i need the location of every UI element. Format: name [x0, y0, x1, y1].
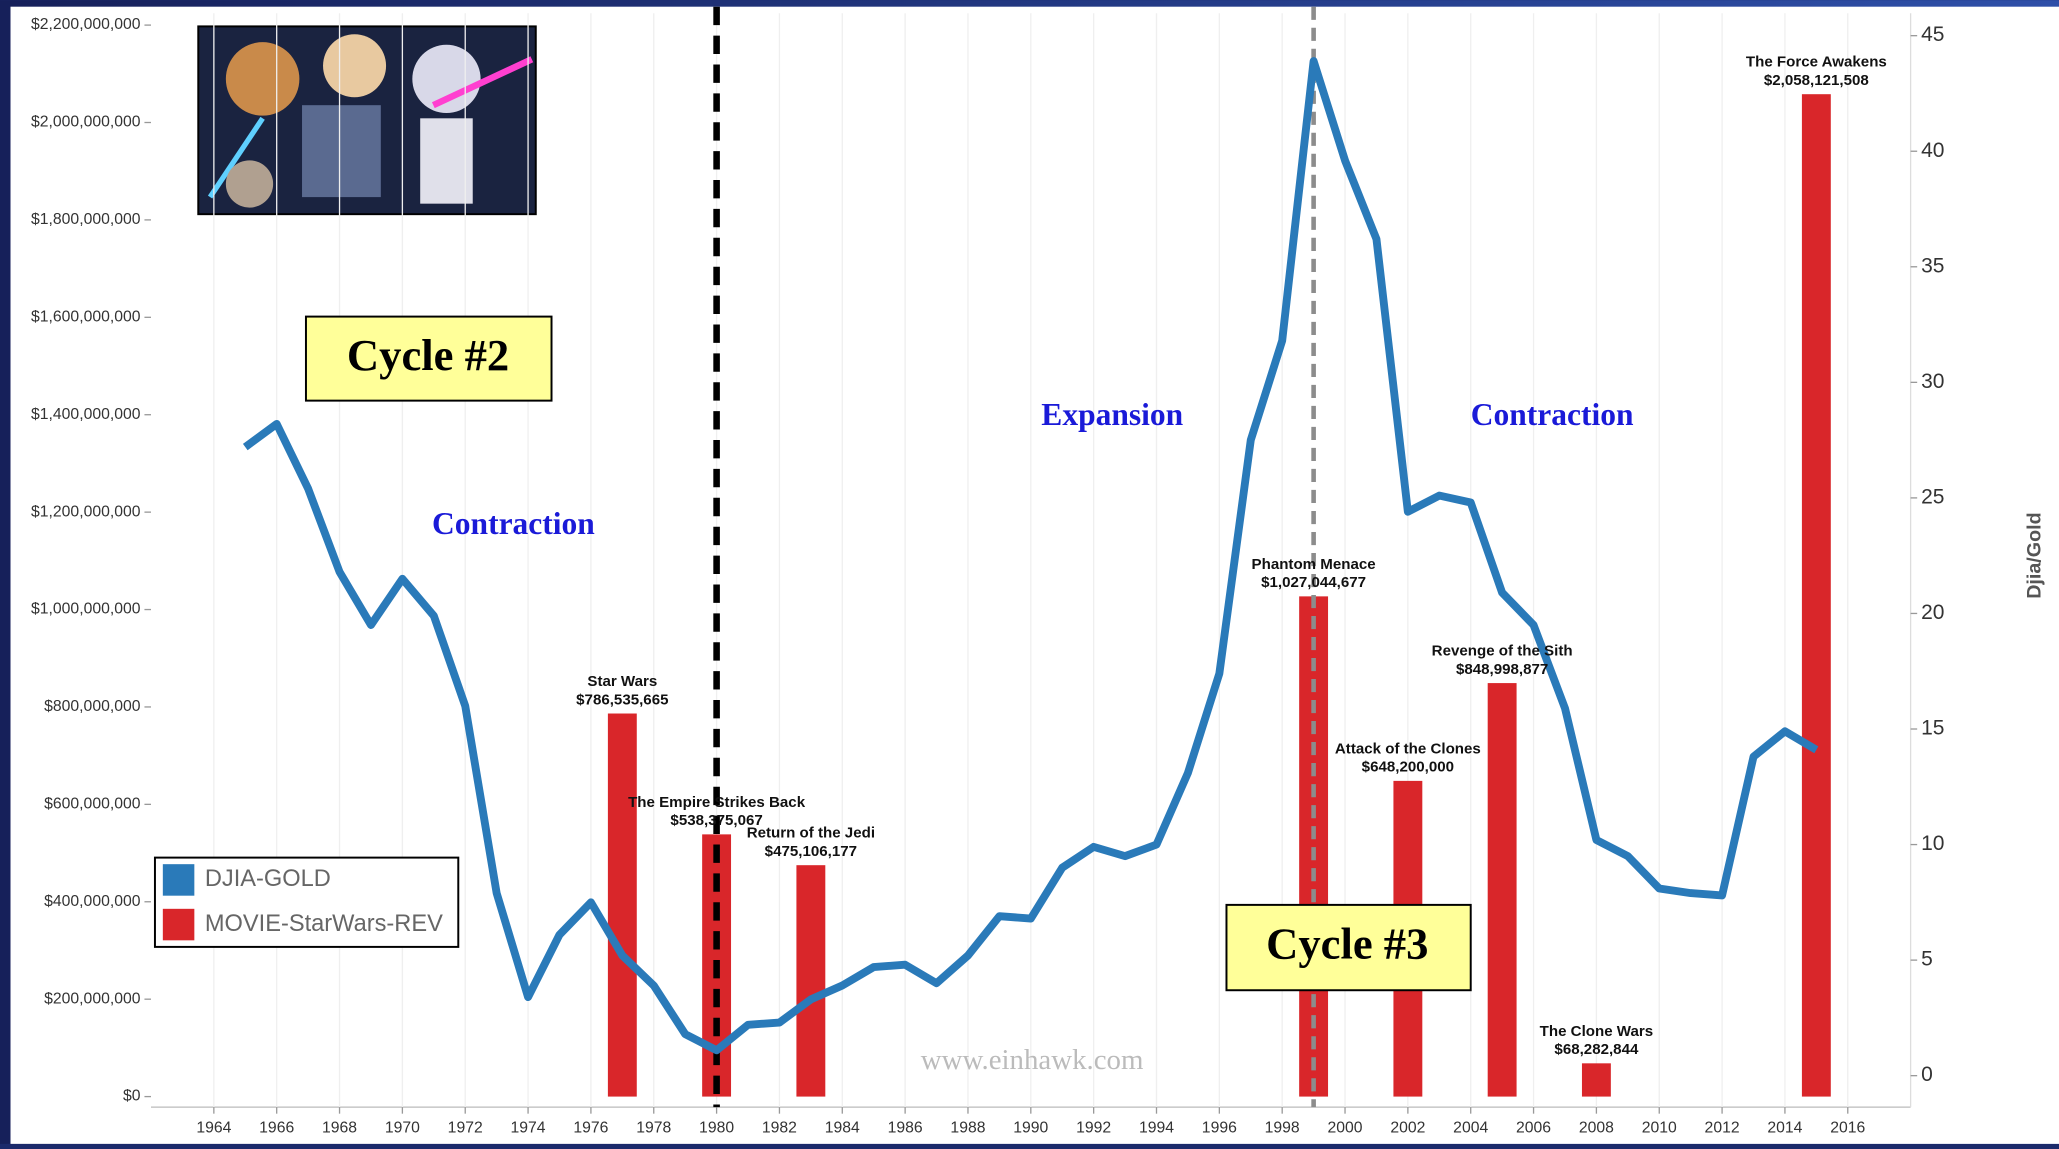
legend-swatch — [162, 908, 195, 941]
x-tick-label: 1974 — [511, 1119, 546, 1136]
bar — [607, 713, 637, 1097]
bar-value-label: $538,375,067 — [670, 812, 762, 829]
x-tick-label: 1978 — [636, 1119, 671, 1136]
x-tick-label: 2006 — [1516, 1119, 1551, 1136]
x-tick-label: 1972 — [448, 1119, 483, 1136]
cycle-label: Cycle #3 — [1266, 918, 1428, 968]
bar-name-label: The Force Awakens — [1746, 54, 1887, 71]
y-tick-label: $200,000,000 — [44, 990, 141, 1007]
legend-label: MOVIE-StarWars-REV — [205, 911, 443, 937]
x-tick-label: 2012 — [1705, 1119, 1740, 1136]
bar-name-label: Revenge of the Sith — [1432, 643, 1573, 660]
x-tick-label: 1992 — [1076, 1119, 1111, 1136]
x-tick-label: 1976 — [573, 1119, 608, 1136]
bar-name-label: Phantom Menace — [1252, 556, 1376, 573]
watermark: www.einhawk.com — [921, 1044, 1144, 1076]
x-tick-label: 1968 — [322, 1119, 357, 1136]
phase-label: Contraction — [432, 506, 595, 541]
y2-tick-label: 0 — [1921, 1063, 1933, 1086]
y2-tick-label: 45 — [1921, 23, 1944, 46]
bar-name-label: Attack of the Clones — [1335, 740, 1481, 757]
y-tick-label: $400,000,000 — [44, 893, 141, 910]
bar — [1801, 94, 1831, 1097]
x-tick-label: 2000 — [1328, 1119, 1363, 1136]
cycle-label: Cycle #2 — [347, 330, 509, 380]
x-tick-label: 1994 — [1139, 1119, 1174, 1136]
y2-tick-label: 15 — [1921, 717, 1944, 740]
bar-name-label: The Clone Wars — [1540, 1023, 1654, 1040]
y2-tick-label: 20 — [1921, 601, 1944, 624]
bar-name-label: Star Wars — [587, 673, 657, 690]
y2-tick-label: 40 — [1921, 139, 1944, 162]
bar-value-label: $848,998,877 — [1456, 661, 1548, 678]
phase-label: Expansion — [1041, 397, 1183, 432]
x-tick-label: 2008 — [1579, 1119, 1614, 1136]
y-tick-label: $600,000,000 — [44, 796, 141, 813]
x-tick-label: 1964 — [196, 1119, 231, 1136]
y-tick-label: $1,800,000,000 — [31, 211, 141, 228]
y2-tick-label: 25 — [1921, 485, 1944, 508]
x-tick-label: 1988 — [950, 1119, 985, 1136]
x-tick-label: 1984 — [825, 1119, 860, 1136]
bar-name-label: Return of the Jedi — [747, 825, 875, 842]
legend-swatch — [162, 864, 195, 896]
y-tick-label: $1,600,000,000 — [31, 308, 141, 325]
bar-name-label: The Empire Strikes Back — [628, 794, 806, 811]
bar — [1581, 1063, 1611, 1097]
annotation-box — [1225, 903, 1472, 992]
x-tick-label: 1990 — [1013, 1119, 1048, 1136]
y-tick-label: $2,000,000,000 — [31, 114, 141, 131]
bar-value-label: $1,027,044,677 — [1261, 574, 1366, 591]
x-tick-label: 1996 — [1202, 1119, 1237, 1136]
legend-label: DJIA-GOLD — [205, 866, 331, 892]
y-tick-label: $1,000,000,000 — [31, 601, 141, 618]
y-tick-label: $1,400,000,000 — [31, 406, 141, 423]
x-tick-label: 2014 — [1767, 1119, 1802, 1136]
x-tick-label: 1980 — [699, 1119, 734, 1136]
y-tick-label: $0 — [123, 1088, 141, 1105]
x-tick-label: 1986 — [888, 1119, 923, 1136]
x-tick-label: 2002 — [1390, 1119, 1425, 1136]
bar — [796, 865, 826, 1097]
y2-tick-label: 30 — [1921, 370, 1944, 393]
y-tick-label: $2,200,000,000 — [31, 16, 141, 33]
x-tick-label: 2010 — [1642, 1119, 1677, 1136]
x-tick-label: 1966 — [259, 1119, 294, 1136]
bar-value-label: $68,282,844 — [1554, 1041, 1639, 1058]
bar-value-label: $648,200,000 — [1362, 759, 1454, 776]
poster — [197, 25, 537, 216]
bar — [1487, 683, 1517, 1097]
x-tick-label: 2016 — [1830, 1119, 1865, 1136]
phase-label: Contraction — [1471, 397, 1634, 432]
y2-tick-label: 5 — [1921, 948, 1933, 971]
y-tick-label: $800,000,000 — [44, 698, 141, 715]
bar-value-label: $786,535,665 — [576, 691, 668, 708]
y2-tick-label: 10 — [1921, 832, 1944, 855]
x-tick-label: 2004 — [1453, 1119, 1488, 1136]
bar-value-label: $2,058,121,508 — [1764, 72, 1869, 89]
y2-axis-label: Djia/Gold — [2024, 512, 2046, 598]
x-tick-label: 1998 — [1265, 1119, 1300, 1136]
x-tick-label: 1970 — [385, 1119, 420, 1136]
y-tick-label: $1,200,000,000 — [31, 503, 141, 520]
y2-tick-label: 35 — [1921, 254, 1944, 277]
line — [242, 57, 1819, 1055]
bar-value-label: $475,106,177 — [765, 843, 857, 860]
x-tick-label: 1982 — [762, 1119, 797, 1136]
legend — [153, 856, 460, 948]
annotation-box — [304, 315, 553, 402]
